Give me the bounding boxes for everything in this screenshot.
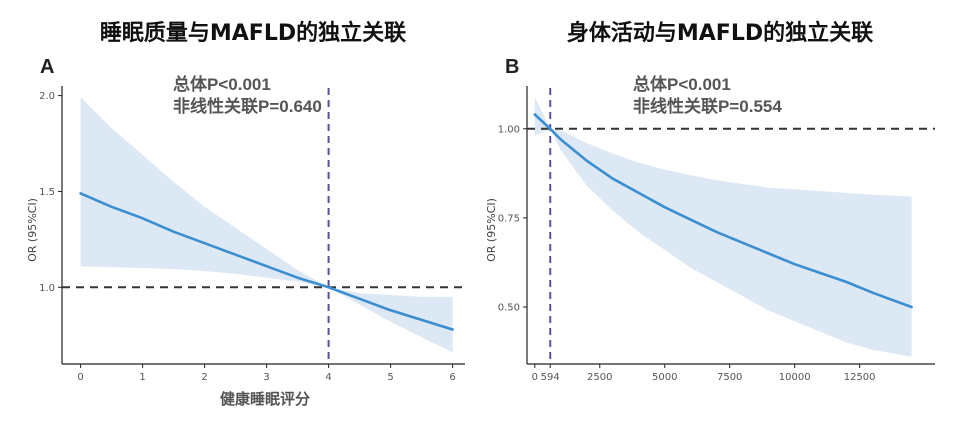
panel-a-y-tick-label: 1.0: [39, 283, 55, 294]
panel-b-y-axis-label: OR (95%CI): [485, 198, 498, 262]
panel-a-x-tick-label: 0: [77, 372, 83, 383]
panel-a-x-tick-label: 6: [449, 372, 455, 383]
panel-b-confidence-band: [534, 96, 912, 357]
panel-b-x-tick-label: 2500: [587, 372, 612, 383]
panel-a-x-axis-label: 健康睡眠评分: [220, 390, 310, 408]
panel-a-y-axis-label: OR (95%CI): [26, 198, 39, 262]
panel-a-plot: 1.0 1.5 2.0 0 1 2 3 4 5 6: [39, 86, 465, 383]
panel-b-plot: 0.50 0.75 1.00 0 594 2500 5000 7500 10000 12500: [498, 86, 935, 383]
panel-a-x-tick-label: 1: [139, 372, 145, 383]
panel-b-x-tick-label: 7500: [717, 372, 742, 383]
panel-a-title: 睡眠质量与MAFLD的独立关联: [100, 20, 406, 46]
panel-b-or-curve: [533, 113, 913, 309]
panel-b-x-tick-label: 594: [541, 372, 560, 383]
panel-a: 睡眠质量与MAFLD的独立关联 A 1.0 1.5 2.0 0 1 2 3 4 5 6 总体P<0…: [26, 20, 465, 408]
panel-a-annotation-nonlinear-p: 非线性关联P=0.640: [173, 96, 322, 116]
panel-a-confidence-band: [80, 97, 453, 353]
panel-b-x-tick-label: 10000: [779, 372, 811, 383]
panel-b-title: 身体活动与MAFLD的独立关联: [567, 20, 873, 46]
panel-b-x-tick-label: 12500: [844, 372, 876, 383]
panel-b-y-tick-label: 0.50: [498, 302, 520, 313]
panel-a-y-tick-label: 1.5: [39, 187, 55, 198]
panel-b-annotation-nonlinear-p: 非线性关联P=0.554: [633, 96, 782, 116]
panel-b-x-tick-label: 5000: [652, 372, 677, 383]
panel-b-annotation-overall-p: 总体P<0.001: [633, 74, 731, 94]
panel-b: 身体活动与MAFLD的独立关联 B 0.50 0.75 1.00 0 594 2500 50…: [485, 20, 935, 383]
panel-a-y-tick-label: 2.0: [39, 91, 55, 102]
panel-a-letter: A: [40, 56, 54, 78]
panel-a-annotation-overall-p: 总体P<0.001: [173, 74, 271, 94]
panel-a-x-tick-label: 2: [201, 372, 207, 383]
panel-a-x-tick-label: 3: [263, 372, 269, 383]
panel-b-y-tick-label: 1.00: [498, 124, 520, 135]
panel-b-x-tick-label: 0: [532, 372, 538, 383]
panel-a-x-tick-label: 5: [387, 372, 393, 383]
panel-a-or-curve: [79, 192, 454, 331]
panel-a-x-tick-label: 4: [325, 372, 331, 383]
panel-b-y-tick-label: 0.75: [498, 213, 520, 224]
panel-b-letter: B: [505, 56, 519, 78]
